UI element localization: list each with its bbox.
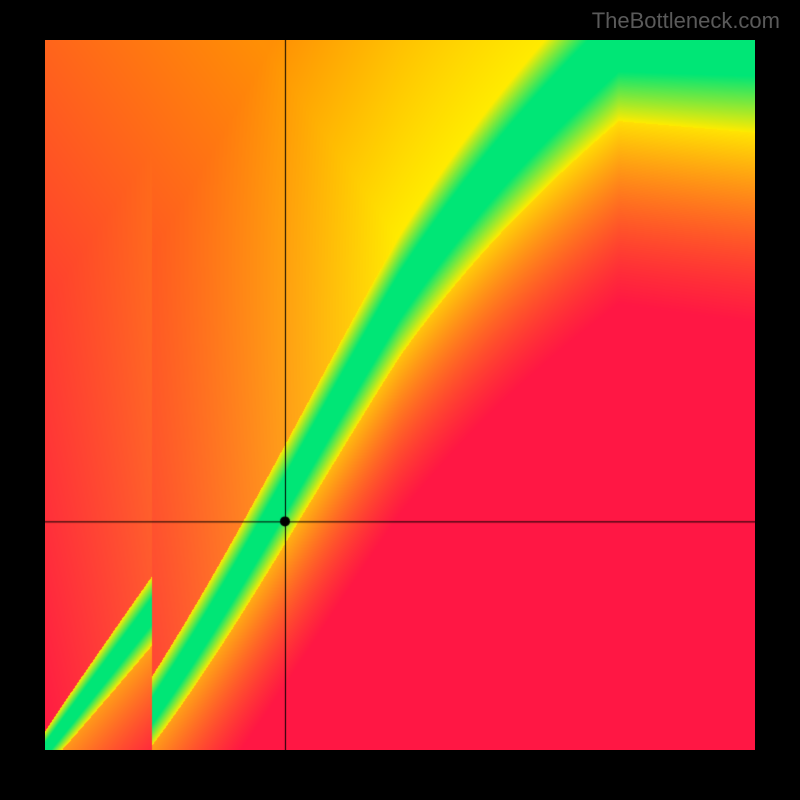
heatmap-canvas	[45, 40, 755, 750]
watermark-text: TheBottleneck.com	[592, 8, 780, 34]
bottleneck-heatmap	[45, 40, 755, 750]
